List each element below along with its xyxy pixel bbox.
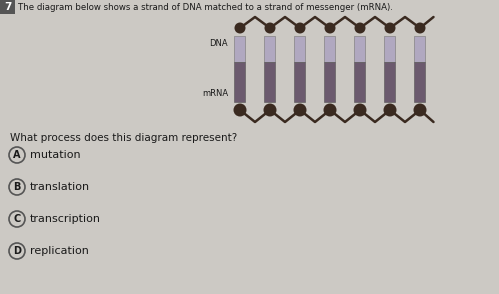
- Circle shape: [294, 23, 305, 34]
- Bar: [264, 36, 275, 62]
- Bar: [324, 62, 335, 102]
- Text: The diagram below shows a strand of DNA matched to a strand of messenger (mRNA).: The diagram below shows a strand of DNA …: [18, 3, 393, 11]
- Circle shape: [293, 103, 306, 116]
- Bar: [354, 36, 365, 62]
- Text: A: A: [13, 150, 21, 160]
- Circle shape: [385, 23, 396, 34]
- Bar: [294, 62, 305, 102]
- Bar: [385, 62, 396, 102]
- Circle shape: [323, 103, 336, 116]
- Bar: [235, 62, 246, 102]
- Bar: [0, 0, 15, 14]
- Circle shape: [235, 23, 246, 34]
- Text: C: C: [13, 214, 20, 224]
- Text: transcription: transcription: [30, 214, 101, 224]
- Circle shape: [384, 103, 397, 116]
- Text: B: B: [13, 182, 20, 192]
- Text: 7: 7: [4, 2, 11, 12]
- Bar: [415, 36, 426, 62]
- Circle shape: [324, 23, 335, 34]
- Circle shape: [263, 103, 276, 116]
- Text: replication: replication: [30, 246, 89, 256]
- Bar: [294, 36, 305, 62]
- Bar: [264, 62, 275, 102]
- Text: DNA: DNA: [210, 39, 228, 49]
- Circle shape: [354, 23, 365, 34]
- Circle shape: [234, 103, 247, 116]
- Circle shape: [353, 103, 366, 116]
- Bar: [235, 36, 246, 62]
- Text: mutation: mutation: [30, 150, 81, 160]
- Bar: [415, 62, 426, 102]
- Text: What process does this diagram represent?: What process does this diagram represent…: [10, 133, 237, 143]
- Bar: [324, 36, 335, 62]
- Circle shape: [415, 23, 426, 34]
- Circle shape: [264, 23, 275, 34]
- Bar: [354, 62, 365, 102]
- Text: D: D: [13, 246, 21, 256]
- Text: translation: translation: [30, 182, 90, 192]
- Circle shape: [414, 103, 427, 116]
- Text: mRNA: mRNA: [202, 89, 228, 98]
- Bar: [385, 36, 396, 62]
